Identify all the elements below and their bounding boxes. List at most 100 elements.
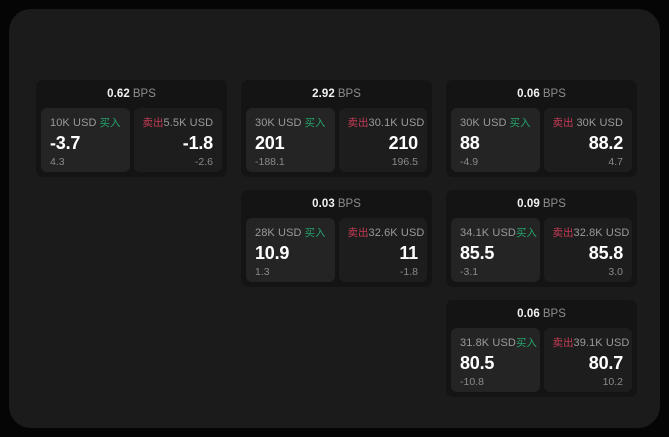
quote-card[interactable]: 0.03 BPS 28K USD 买入 10.9 1.3 卖出 32.6K USD 11 -1.8 [241,190,432,287]
sell-side[interactable]: 卖出 32.8K USD 85.8 3.0 [543,218,632,282]
sell-delta: -2.6 [194,156,213,168]
sell-side-top-row: 卖出 32.8K USD [552,226,630,240]
column-2: 2.92 BPS 30K USD 买入 201 -188.1 卖出 30.1K USD 210 1… [241,80,432,287]
sell-delta: 10.2 [602,376,623,388]
sell-tag: 卖出 [552,117,574,129]
buy-tag: 买入 [304,227,326,239]
sell-size-label: 39.1K USD [573,336,630,349]
card-sides: 34.1K USD 买入 85.5 -3.1 卖出 32.8K USD 85.8 3.0 [451,218,632,282]
buy-tag: 买入 [304,117,326,129]
bps-value: 0.62 [107,88,130,100]
buy-price: 85.5 [460,243,495,263]
sell-size-label: 32.6K USD [368,226,425,239]
sell-size-label: 30K USD [576,116,623,129]
card-bps-header: 0.06 BPS [451,87,632,108]
quote-card[interactable]: 0.06 BPS 31.8K USD 买入 80.5 -10.8 卖出 39.1K USD 80… [446,300,637,397]
bps-value: 2.92 [312,88,335,100]
sell-price: -1.8 [182,133,213,153]
sell-price: 85.8 [588,243,623,263]
sell-side-top-row: 卖出 32.6K USD [347,226,425,240]
card-sides: 31.8K USD 买入 80.5 -10.8 卖出 39.1K USD 80.7 10.2 [451,328,632,392]
buy-side-top-row: 34.1K USD 买入 [460,226,537,240]
sell-delta: 3.0 [608,266,623,278]
buy-side[interactable]: 28K USD 买入 10.9 1.3 [246,218,335,282]
sell-size-label: 5.5K USD [163,116,214,129]
sell-side[interactable]: 卖出 30K USD 88.2 4.7 [543,108,632,172]
quote-card[interactable]: 0.09 BPS 34.1K USD 买入 85.5 -3.1 卖出 32.8K USD 85.… [446,190,637,287]
buy-tag: 买入 [515,337,537,349]
buy-side[interactable]: 30K USD 买入 201 -188.1 [246,108,335,172]
sell-side[interactable]: 卖出 39.1K USD 80.7 10.2 [543,328,632,392]
sell-delta: -1.8 [399,266,418,278]
quote-panel: 0.62 BPS 10K USD 买入 -3.7 4.3 卖出 5.5K USD -1.8 -2.… [9,9,660,428]
sell-tag: 卖出 [552,337,574,349]
sell-side[interactable]: 卖出 32.6K USD 11 -1.8 [338,218,427,282]
sell-price: 210 [388,133,419,153]
sell-tag: 卖出 [347,117,369,129]
bps-unit-label: BPS [337,198,361,210]
sell-delta: 196.5 [391,156,418,168]
buy-tag: 买入 [509,117,531,129]
card-bps-header: 2.92 BPS [246,87,427,108]
sell-price: 80.7 [588,353,623,373]
card-sides: 30K USD 买入 201 -188.1 卖出 30.1K USD 210 196.5 [246,108,427,172]
sell-size-label: 32.8K USD [573,226,630,239]
quote-card-board: 0.62 BPS 10K USD 买入 -3.7 4.3 卖出 5.5K USD -1.8 -2.… [36,80,639,397]
sell-side-top-row: 卖出 5.5K USD [142,116,214,130]
buy-tag: 买入 [515,227,537,239]
buy-delta: 4.3 [50,156,65,168]
buy-side[interactable]: 31.8K USD 买入 80.5 -10.8 [451,328,540,392]
card-bps-header: 0.09 BPS [451,197,632,218]
card-bps-header: 0.62 BPS [41,87,222,108]
buy-price: 88 [460,133,480,153]
buy-price: 10.9 [255,243,290,263]
sell-side[interactable]: 卖出 30.1K USD 210 196.5 [338,108,427,172]
quote-card[interactable]: 0.62 BPS 10K USD 买入 -3.7 4.3 卖出 5.5K USD -1.8 -2.… [36,80,227,177]
card-bps-header: 0.03 BPS [246,197,427,218]
sell-tag: 卖出 [347,227,369,239]
card-bps-header: 0.06 BPS [451,307,632,328]
buy-side-top-row: 30K USD 买入 [460,116,531,130]
buy-size-label: 30K USD [460,116,507,129]
card-sides: 28K USD 买入 10.9 1.3 卖出 32.6K USD 11 -1.8 [246,218,427,282]
column-1: 0.62 BPS 10K USD 买入 -3.7 4.3 卖出 5.5K USD -1.8 -2.… [36,80,227,177]
bps-value: 0.03 [312,198,335,210]
buy-delta: -10.8 [460,376,484,388]
bps-unit-label: BPS [542,88,566,100]
sell-size-label: 30.1K USD [368,116,425,129]
bps-unit-label: BPS [542,308,566,320]
bps-unit-label: BPS [132,88,156,100]
buy-side-top-row: 30K USD 买入 [255,116,326,130]
buy-side[interactable]: 10K USD 买入 -3.7 4.3 [41,108,130,172]
buy-side[interactable]: 30K USD 买入 88 -4.9 [451,108,540,172]
buy-size-label: 28K USD [255,226,302,239]
sell-side[interactable]: 卖出 5.5K USD -1.8 -2.6 [133,108,222,172]
column-3: 0.06 BPS 30K USD 买入 88 -4.9 卖出 30K USD 88.2 4.7 0.… [446,80,637,397]
buy-tag: 买入 [99,117,121,129]
sell-delta: 4.7 [608,156,623,168]
buy-delta: -4.9 [460,156,479,168]
buy-price: 201 [255,133,285,153]
sell-price: 88.2 [588,133,623,153]
buy-price: -3.7 [50,133,81,153]
bps-value: 0.06 [517,308,540,320]
quote-card[interactable]: 0.06 BPS 30K USD 买入 88 -4.9 卖出 30K USD 88.2 4.7 [446,80,637,177]
bps-unit-label: BPS [542,198,566,210]
sell-tag: 卖出 [552,227,574,239]
buy-side-top-row: 28K USD 买入 [255,226,326,240]
quote-card[interactable]: 2.92 BPS 30K USD 买入 201 -188.1 卖出 30.1K USD 210 1… [241,80,432,177]
sell-tag: 卖出 [142,117,164,129]
buy-size-label: 10K USD [50,116,97,129]
buy-delta: -188.1 [255,156,285,168]
bps-unit-label: BPS [337,88,361,100]
card-sides: 10K USD 买入 -3.7 4.3 卖出 5.5K USD -1.8 -2.6 [41,108,222,172]
buy-delta: -3.1 [460,266,479,278]
card-sides: 30K USD 买入 88 -4.9 卖出 30K USD 88.2 4.7 [451,108,632,172]
buy-price: 80.5 [460,353,495,373]
sell-side-top-row: 卖出 39.1K USD [552,336,630,350]
buy-side-top-row: 31.8K USD 买入 [460,336,537,350]
bps-value: 0.09 [517,198,540,210]
buy-side[interactable]: 34.1K USD 买入 85.5 -3.1 [451,218,540,282]
buy-size-label: 31.8K USD [460,336,516,349]
buy-delta: 1.3 [255,266,270,278]
